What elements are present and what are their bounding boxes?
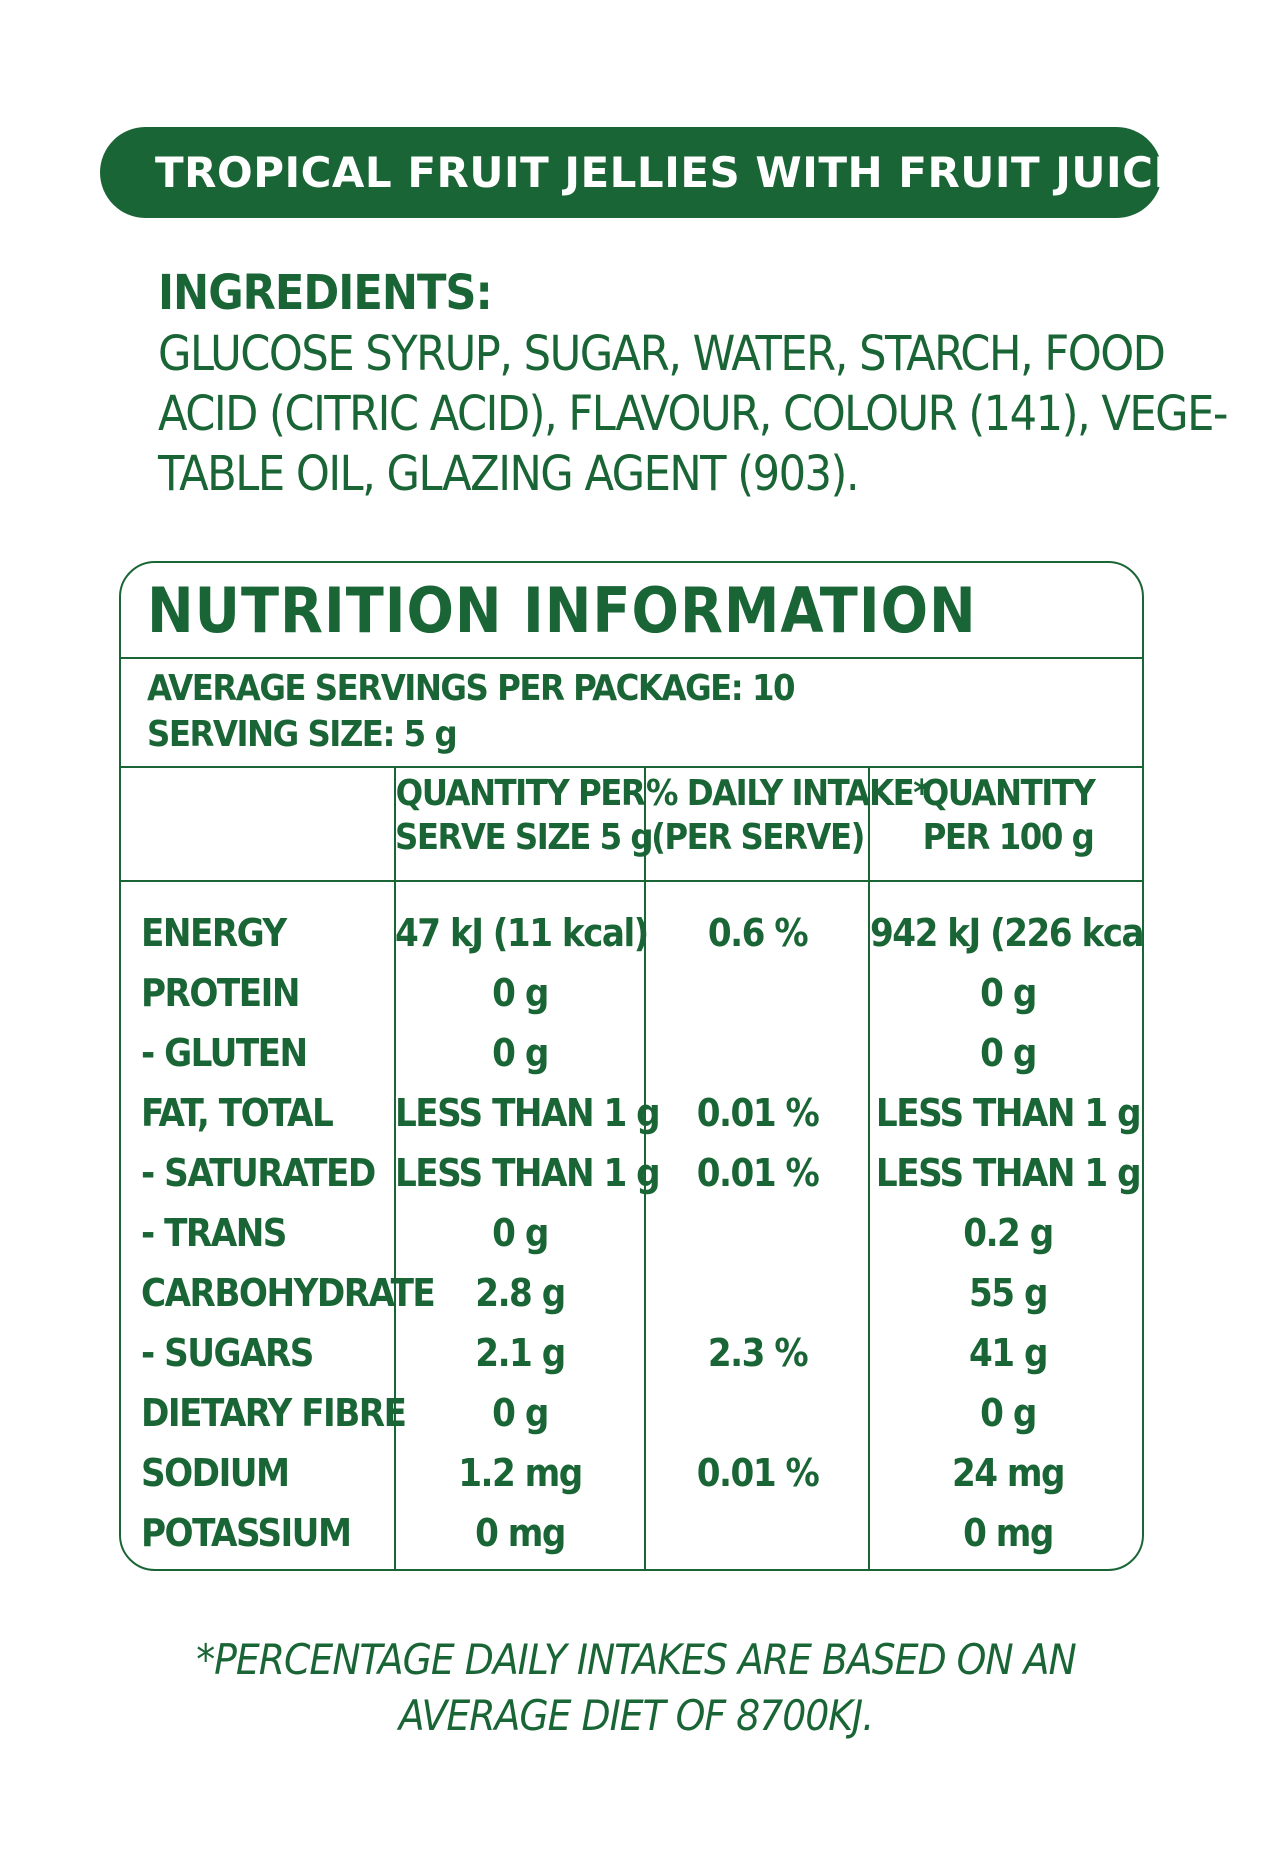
nutrient-row-saturated: - SATURATED LESS THAN 1 g 0.01 % LESS TH…	[121, 1143, 1142, 1203]
nutrient-row-sugars: - SUGARS 2.1 g 2.3 % 41 g	[121, 1323, 1142, 1383]
nutrient-name: ENERGY	[141, 911, 287, 955]
product-title: TROPICAL FRUIT JELLIES WITH FRUIT JUICE	[155, 148, 1183, 197]
daily-intake: 0.6 %	[707, 911, 809, 955]
qty-per-100g: 24 mg	[951, 1451, 1066, 1495]
nutrient-row-sodium: SODIUM 1.2 mg 0.01 % 24 mg	[121, 1443, 1142, 1503]
qty-per-serve: 1.2 mg	[458, 1451, 583, 1495]
qty-per-serve: 0 mg	[475, 1511, 566, 1555]
qty-per-serve: 2.8 g	[475, 1271, 566, 1315]
qty-per-serve: 2.1 g	[475, 1331, 566, 1375]
ingredients-heading: INGREDIENTS:	[158, 265, 493, 321]
nutrient-name: PROTEIN	[141, 971, 300, 1015]
column-header-daily-intake: % DAILY INTAKE* (PER SERVE)	[646, 772, 930, 860]
qty-per-100g: 0.2 g	[963, 1211, 1054, 1255]
nutrient-row-fat-total: FAT, TOTAL LESS THAN 1 g 0.01 % LESS THA…	[121, 1083, 1142, 1143]
nutrient-row-dietary-fibre: DIETARY FIBRE 0 g 0 g	[121, 1383, 1142, 1443]
qty-per-serve: LESS THAN 1 g	[395, 1151, 661, 1195]
column-divider	[394, 766, 396, 1569]
nutrient-name: FAT, TOTAL	[141, 1091, 334, 1135]
qty-per-100g: 0 mg	[963, 1511, 1054, 1555]
divider	[121, 657, 1142, 659]
qty-per-serve: 0 g	[492, 1211, 549, 1255]
column-header-line: QUANTITY PER	[395, 773, 646, 814]
qty-per-100g: 942 kJ (226 kcal)	[870, 911, 1144, 955]
nutrition-panel: NUTRITION INFORMATION AVERAGE SERVINGS P…	[119, 561, 1144, 1571]
nutrient-name: - GLUTEN	[141, 1031, 308, 1075]
qty-per-serve: 47 kJ (11 kcal)	[395, 911, 649, 955]
nutrient-name: CARBOHYDRATE	[141, 1271, 436, 1315]
column-header-line: PER 100 g	[922, 817, 1095, 858]
nutrient-row-protein: PROTEIN 0 g 0 g	[121, 963, 1142, 1023]
nutrient-name: POTASSIUM	[141, 1511, 352, 1555]
nutrient-row-energy: ENERGY 47 kJ (11 kcal) 0.6 % 942 kJ (226…	[121, 903, 1142, 963]
daily-intake: 2.3 %	[707, 1331, 809, 1375]
nutrient-name: - TRANS	[141, 1211, 287, 1255]
nutrient-name: - SATURATED	[141, 1151, 376, 1195]
divider	[121, 766, 1142, 768]
ingredients-line: GLUCOSE SYRUP, SUGAR, WATER, STARCH, FOO…	[158, 326, 1166, 382]
footnote-line: AVERAGE DIET OF 8700KJ.	[398, 1691, 874, 1740]
daily-intake: 0.01 %	[696, 1151, 820, 1195]
serving-size: SERVING SIZE: 5 g	[147, 714, 458, 755]
qty-per-serve: LESS THAN 1 g	[395, 1091, 661, 1135]
qty-per-100g: 55 g	[969, 1271, 1048, 1315]
column-header-line: SERVE SIZE 5 g	[395, 817, 654, 858]
column-header-line: % DAILY INTAKE*	[646, 773, 930, 814]
nutrient-row-trans: - TRANS 0 g 0.2 g	[121, 1203, 1142, 1263]
nutrient-name: - SUGARS	[141, 1331, 314, 1375]
daily-intake: 0.01 %	[696, 1091, 820, 1135]
qty-per-serve: 0 g	[492, 1031, 549, 1075]
qty-per-100g: 0 g	[980, 1391, 1037, 1435]
column-divider	[644, 766, 646, 1569]
daily-intake-footnote: *PERCENTAGE DAILY INTAKES ARE BASED ON A…	[0, 1632, 1272, 1744]
ingredients-section: INGREDIENTS: GLUCOSE SYRUP, SUGAR, WATER…	[158, 262, 1229, 504]
column-header-line: QUANTITY	[921, 773, 1096, 814]
nutrient-row-potassium: POTASSIUM 0 mg 0 mg	[121, 1503, 1142, 1563]
nutrient-row-carbohydrate: CARBOHYDRATE 2.8 g 55 g	[121, 1263, 1142, 1323]
daily-intake: 0.01 %	[696, 1451, 820, 1495]
nutrient-row-gluten: - GLUTEN 0 g 0 g	[121, 1023, 1142, 1083]
servings-per-package: AVERAGE SERVINGS PER PACKAGE: 10	[147, 668, 796, 709]
qty-per-100g: 41 g	[969, 1331, 1048, 1375]
product-title-banner: TROPICAL FRUIT JELLIES WITH FRUIT JUICE	[100, 127, 1182, 218]
nutrient-name: SODIUM	[141, 1451, 290, 1495]
qty-per-100g: 0 g	[980, 971, 1037, 1015]
column-divider	[868, 766, 870, 1569]
qty-per-100g: LESS THAN 1 g	[875, 1151, 1142, 1195]
column-header-per-100g: QUANTITY PER 100 g	[870, 772, 1142, 860]
qty-per-serve: 0 g	[492, 971, 549, 1015]
nutrition-title: NUTRITION INFORMATION	[147, 574, 977, 647]
qty-per-100g: LESS THAN 1 g	[875, 1091, 1142, 1135]
divider	[121, 880, 1142, 882]
column-header-per-serve: QUANTITY PER SERVE SIZE 5 g	[395, 772, 654, 860]
footnote-line: *PERCENTAGE DAILY INTAKES ARE BASED ON A…	[196, 1635, 1077, 1684]
ingredients-line: ACID (CITRIC ACID), FLAVOUR, COLOUR (141…	[158, 386, 1229, 442]
nutrient-name: DIETARY FIBRE	[141, 1391, 407, 1435]
qty-per-serve: 0 g	[492, 1391, 549, 1435]
qty-per-100g: 0 g	[980, 1031, 1037, 1075]
column-header-line: (PER SERVE)	[651, 817, 865, 858]
ingredients-line: TABLE OIL, GLAZING AGENT (903).	[158, 446, 860, 502]
